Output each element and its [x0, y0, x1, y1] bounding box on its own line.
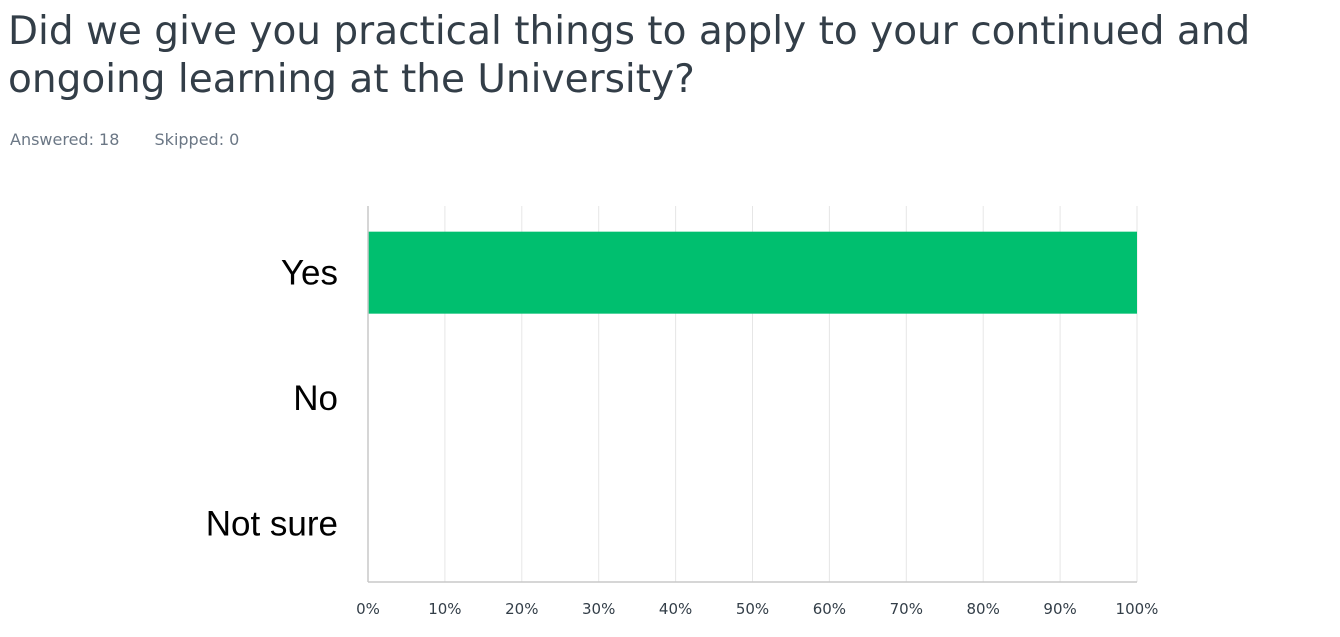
category-label: Yes: [281, 254, 338, 293]
x-tick-label: 10%: [428, 600, 461, 618]
x-tick-label: 20%: [505, 600, 538, 618]
x-tick-label: 50%: [736, 600, 769, 618]
x-tick-label: 40%: [659, 600, 692, 618]
x-tick-label: 30%: [582, 600, 615, 618]
question-title: Did we give you practical things to appl…: [8, 9, 1251, 102]
x-tick-label: 0%: [356, 600, 380, 618]
category-label: No: [293, 379, 338, 418]
skipped-count: Skipped: 0: [154, 130, 240, 149]
x-tick-label: 60%: [813, 600, 846, 618]
axes: [367, 206, 1137, 583]
answered-count: Answered: 18: [10, 130, 120, 149]
bar-yes: [368, 231, 1137, 314]
category-label: Not sure: [206, 504, 338, 543]
x-tick-label: 90%: [1043, 600, 1076, 618]
x-tick-label: 80%: [967, 600, 1000, 618]
bars: [368, 231, 1137, 314]
category-labels: Yes No Not sure: [206, 254, 338, 544]
x-tick-label: 70%: [890, 600, 923, 618]
response-summary: Answered: 18 Skipped: 0: [10, 130, 239, 149]
x-tick-label: 100%: [1116, 600, 1159, 618]
tick-labels: 0% 10% 20% 30% 40% 50% 60% 70% 80% 90% 100%: [356, 600, 1158, 618]
